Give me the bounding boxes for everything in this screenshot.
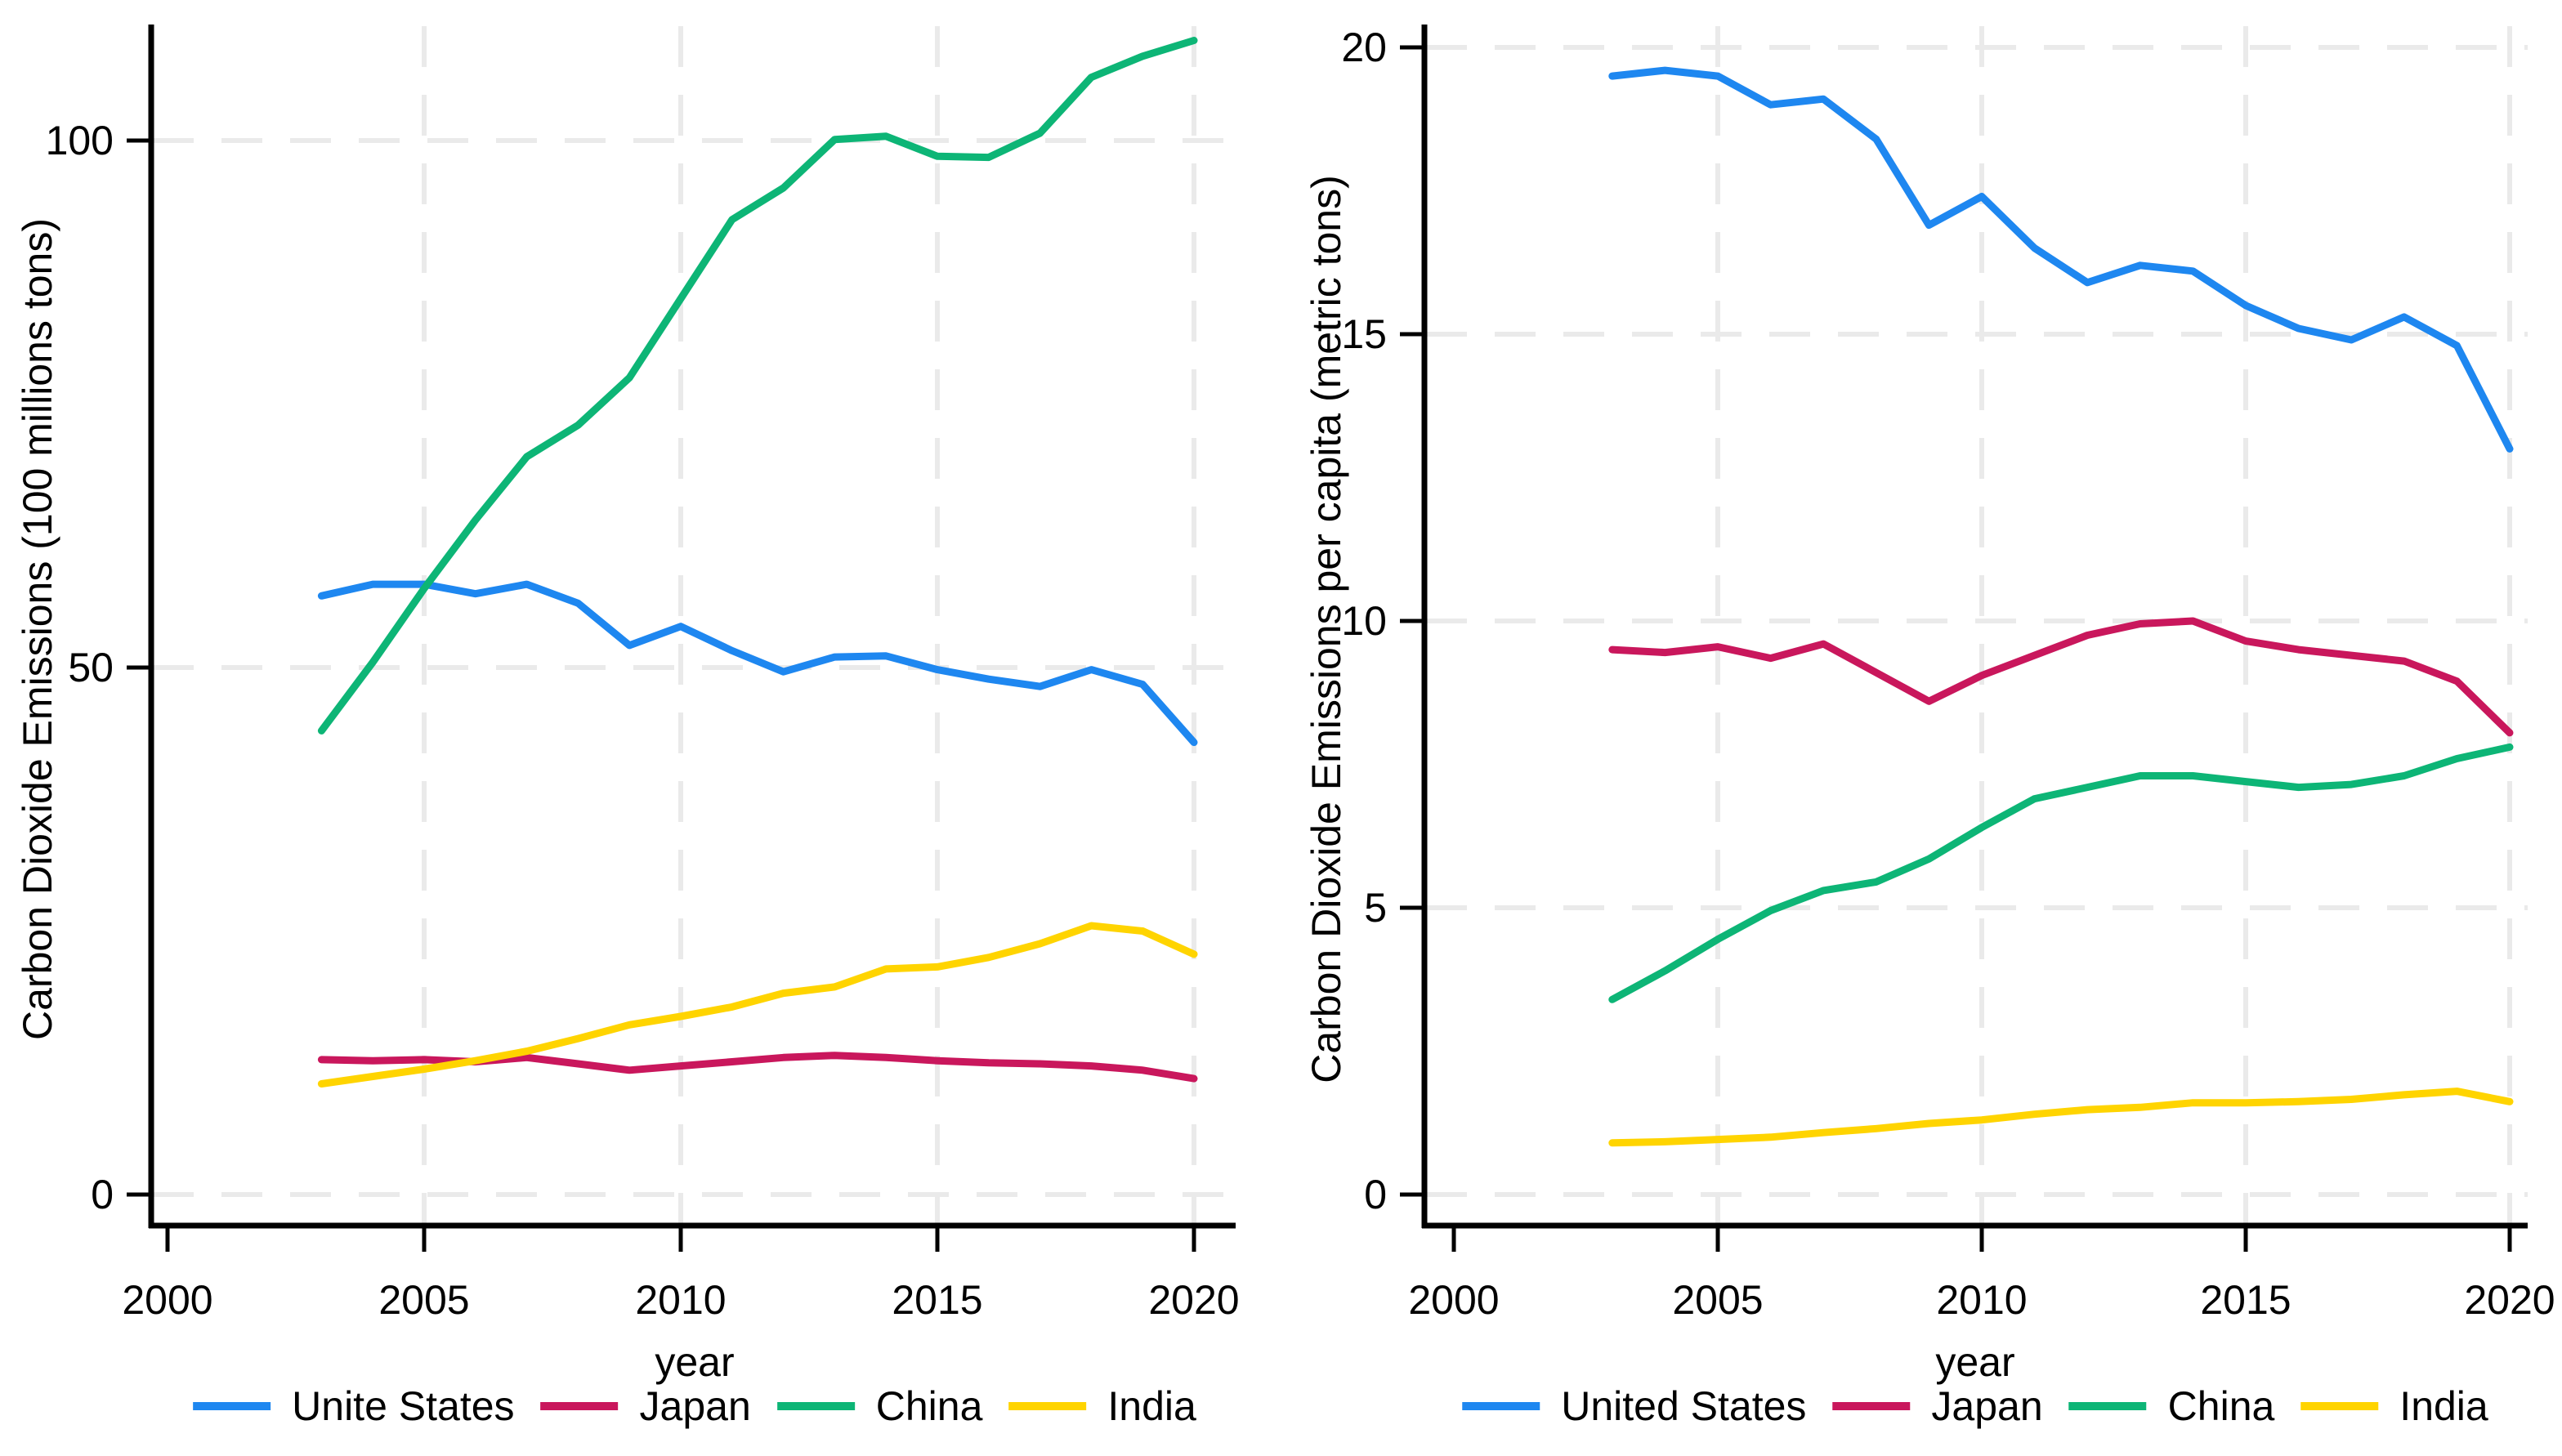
y-axis-title-left: Carbon Dioxide Emissions (100 millions t… xyxy=(15,218,60,1040)
y-tick-label-10: 10 xyxy=(1341,598,1387,644)
legend-item-unite-states: Unite States xyxy=(193,1382,515,1430)
series-line-india xyxy=(317,922,1198,1088)
legend-item-china: China xyxy=(776,1382,983,1430)
y-tick-label-50: 50 xyxy=(68,645,114,690)
x-tick-label-2015: 2015 xyxy=(892,1277,982,1323)
legend-label-united-states: United States xyxy=(1561,1383,1807,1429)
series-line-unite-states xyxy=(317,580,1198,747)
x-tick-label-2000: 2000 xyxy=(122,1277,212,1323)
y-tick-label-100: 100 xyxy=(46,118,114,163)
legend-line-swatch-china-right xyxy=(2068,1402,2147,1410)
x-tick-label-2015: 2015 xyxy=(2200,1277,2291,1323)
x-tick-label-2010: 2010 xyxy=(635,1277,726,1323)
legend-label-china: China xyxy=(875,1383,983,1429)
y-axis-title-right: Carbon Dioxide Emissions per capita (met… xyxy=(1303,175,1349,1083)
legend-label-china-right: China xyxy=(2167,1383,2275,1429)
legend-line-swatch-india-right xyxy=(2300,1402,2379,1410)
legend-right: United States Japan China India xyxy=(1462,1382,2488,1430)
y-tick-label-0: 0 xyxy=(91,1172,114,1217)
x-tick-label-2000: 2000 xyxy=(1408,1277,1499,1323)
legend-label-unite-states: Unite States xyxy=(292,1383,515,1429)
chart-panel-total-emissions: 0 50 100 2000 2005 2010 2015 2020 Carbon Dioxid… xyxy=(15,25,1240,1430)
legend-label-india: India xyxy=(1107,1383,1196,1429)
legend-item-india: India xyxy=(1008,1382,1196,1430)
x-tick-label-2010: 2010 xyxy=(1936,1277,2027,1323)
legend-line-swatch-china xyxy=(776,1402,855,1410)
chart-panel-per-capita-emissions: 0 5 10 15 20 2000 2005 2010 2015 2020 Carbon Diox… xyxy=(1281,0,2561,1456)
series-line-japan xyxy=(1608,617,2514,737)
legend-line-swatch-japan xyxy=(540,1402,619,1410)
plot-area-total-emissions: 0 50 100 2000 2005 2010 2015 2020 xyxy=(46,25,1240,1323)
series-line-china xyxy=(1608,743,2514,1003)
legend-item-japan-right: Japan xyxy=(1832,1382,2043,1430)
series-line-china xyxy=(317,37,1198,735)
legend-line-swatch-india xyxy=(1008,1402,1087,1410)
series-line-india xyxy=(1608,1088,2514,1147)
legend-item-india-right: India xyxy=(2300,1382,2488,1430)
legend-left: Unite States Japan China India xyxy=(193,1382,1196,1430)
y-tick-label-20: 20 xyxy=(1341,25,1387,70)
legend-line-swatch-united-states xyxy=(1462,1402,1540,1410)
plot-area-per-capita-emissions: 0 5 10 15 20 2000 2005 2010 2015 2020 xyxy=(1341,25,2555,1323)
legend-item-united-states: United States xyxy=(1462,1382,1806,1430)
y-tick-label-5: 5 xyxy=(1364,885,1387,931)
legend-label-japan: Japan xyxy=(639,1383,751,1429)
legend-item-china-right: China xyxy=(2068,1382,2275,1430)
x-axis-title-right: year xyxy=(1935,1339,2015,1385)
legend-label-india-right: India xyxy=(2399,1383,2488,1429)
series-line-united-states xyxy=(1608,66,2514,453)
x-tick-label-2020: 2020 xyxy=(1148,1277,1239,1323)
legend-line-swatch-unite-states xyxy=(193,1402,271,1410)
legend-line-swatch-japan-right xyxy=(1832,1402,1911,1410)
y-tick-label-0: 0 xyxy=(1364,1172,1387,1217)
y-tick-label-15: 15 xyxy=(1341,311,1387,357)
legend-label-japan-right: Japan xyxy=(1931,1383,2043,1429)
x-tick-label-2005: 2005 xyxy=(1672,1277,1763,1323)
x-axis-title-left: year xyxy=(655,1339,735,1385)
x-tick-label-2020: 2020 xyxy=(2464,1277,2555,1323)
x-tick-label-2005: 2005 xyxy=(378,1277,469,1323)
legend-item-japan: Japan xyxy=(540,1382,751,1430)
